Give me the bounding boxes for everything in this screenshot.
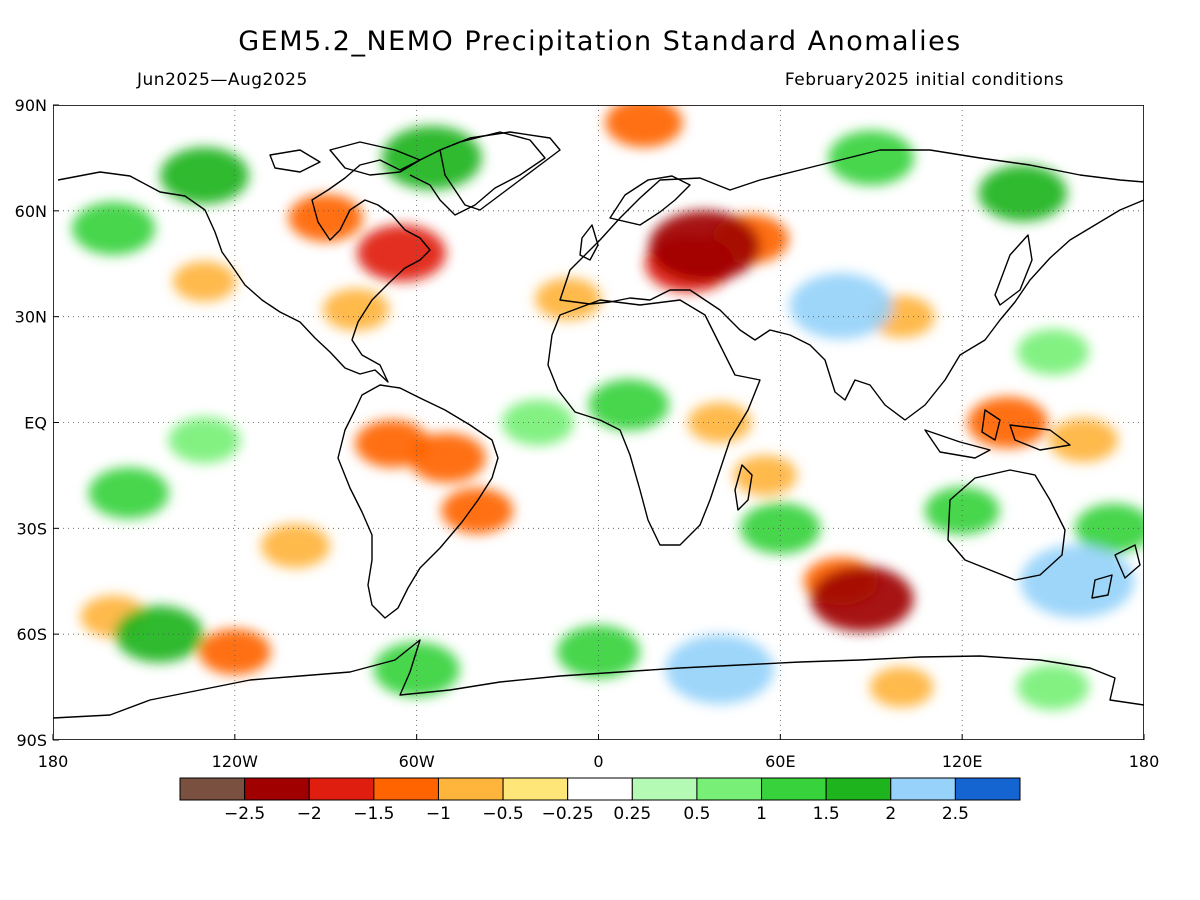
anomaly-region bbox=[1017, 664, 1090, 711]
legend-label: 0.25 bbox=[613, 804, 651, 824]
legend-label: 0.5 bbox=[683, 804, 710, 824]
legend-label: −1.5 bbox=[353, 804, 394, 824]
anomaly-region bbox=[198, 628, 271, 675]
legend-swatch bbox=[696, 777, 763, 801]
anomaly-region bbox=[687, 402, 752, 443]
anomaly-region bbox=[828, 130, 915, 186]
legend-label: −0.25 bbox=[542, 804, 594, 824]
y-tick-label: 90N bbox=[15, 96, 47, 115]
legend-swatch bbox=[502, 777, 569, 801]
initial-conditions: February2025 initial conditions bbox=[784, 70, 1064, 90]
anomaly-region bbox=[357, 224, 446, 282]
coastline-new-zealand bbox=[1091, 544, 1141, 599]
x-tick-label: 120W bbox=[212, 752, 259, 771]
legend-swatch bbox=[308, 777, 375, 801]
anomaly-region bbox=[1017, 328, 1090, 375]
gridlines bbox=[53, 105, 1144, 740]
legend-label: −2.5 bbox=[224, 804, 265, 824]
y-tick-label: 60S bbox=[16, 625, 47, 644]
anomaly-region bbox=[172, 261, 237, 302]
legend-label: −0.5 bbox=[482, 804, 523, 824]
anomaly-region bbox=[72, 201, 156, 256]
anomaly-region bbox=[665, 634, 774, 705]
y-tick-label: 60N bbox=[15, 202, 47, 221]
legend-swatch bbox=[954, 777, 1021, 801]
x-tick-label: 120E bbox=[942, 752, 983, 771]
coastline-eurasia bbox=[559, 149, 1144, 421]
anomaly-region bbox=[978, 164, 1068, 222]
anomaly-region bbox=[967, 396, 1048, 449]
coastline-australia bbox=[947, 469, 1066, 581]
legend-swatch bbox=[825, 777, 892, 801]
legend-label: 2.5 bbox=[942, 804, 969, 824]
coastline-greenland bbox=[439, 131, 561, 211]
y-tick-label: EQ bbox=[24, 414, 47, 433]
legend-swatch bbox=[437, 777, 504, 801]
coastline-antarctica bbox=[53, 639, 1144, 719]
legend-label: 1 bbox=[756, 804, 767, 824]
legend-swatch bbox=[244, 777, 310, 801]
anomaly-region bbox=[1048, 418, 1118, 463]
anomaly-region bbox=[441, 487, 514, 534]
map-title: GEM5.2_NEMO Precipitation Standard Anoma… bbox=[238, 26, 962, 57]
legend-label: −2 bbox=[297, 804, 322, 824]
y-tick-label: 30N bbox=[15, 308, 47, 327]
legend-swatch bbox=[890, 777, 956, 801]
anomaly-field bbox=[72, 105, 1144, 711]
legend-swatch bbox=[761, 777, 827, 801]
anomaly-region bbox=[789, 273, 893, 339]
legend-swatch bbox=[373, 777, 439, 801]
anomaly-region bbox=[160, 147, 249, 204]
anomaly-region bbox=[408, 432, 486, 483]
anomaly-region bbox=[288, 193, 364, 242]
coastline-british-isles bbox=[579, 224, 599, 261]
anomaly-region bbox=[114, 605, 204, 663]
color-legend: −2.5 −2 −1.5 −1 −0.5 −0.25 0.25 0.5 1 1.5 2 2.5 bbox=[179, 777, 1021, 824]
y-tick-label: 90S bbox=[16, 731, 47, 750]
coastline-africa bbox=[547, 299, 761, 546]
x-tick-label: 60W bbox=[399, 752, 435, 771]
coastline-scandinavia bbox=[609, 175, 691, 226]
anomaly-region bbox=[1074, 503, 1144, 554]
y-tick-label: 30S bbox=[16, 519, 47, 538]
anomaly-region bbox=[733, 455, 797, 496]
anomaly-region bbox=[373, 641, 460, 697]
x-tick-label: 60E bbox=[765, 752, 795, 771]
coastlines bbox=[53, 131, 1144, 719]
coastline-japan bbox=[994, 234, 1033, 306]
x-tick-label: 0 bbox=[593, 752, 603, 771]
coastline-south-america bbox=[337, 384, 499, 619]
legend-label: 2 bbox=[885, 804, 896, 824]
anomaly-region bbox=[740, 502, 821, 555]
anomaly-region bbox=[588, 379, 670, 431]
anomaly-region bbox=[810, 565, 914, 632]
anomaly-region bbox=[168, 417, 241, 464]
anomaly-region bbox=[605, 105, 683, 148]
coastline-arctic-islands bbox=[269, 141, 421, 176]
anomaly-region bbox=[556, 625, 641, 679]
anomaly-region bbox=[381, 125, 482, 190]
x-tick-label: 180 bbox=[1129, 752, 1160, 771]
anomaly-region bbox=[501, 399, 574, 446]
anomaly-region bbox=[88, 467, 169, 519]
anomaly-region bbox=[260, 523, 331, 569]
anomaly-region bbox=[648, 210, 761, 282]
coastline-madagascar bbox=[734, 464, 753, 511]
coastline-maritime-continent bbox=[924, 409, 1071, 459]
coastline-north-america bbox=[57, 131, 546, 383]
legend-swatch bbox=[567, 777, 633, 801]
axis-ticks: 180 120W 60W 0 60E 120E 180 90N 60N 30N EQ 30S 60S 90… bbox=[15, 96, 1160, 771]
legend-swatch bbox=[631, 777, 698, 801]
anomaly-region bbox=[869, 666, 934, 708]
legend-swatch bbox=[179, 777, 246, 801]
anomaly-region bbox=[534, 277, 602, 321]
anomaly-region bbox=[1020, 544, 1135, 618]
x-tick-label: 180 bbox=[38, 752, 69, 771]
anomaly-region bbox=[322, 288, 390, 331]
legend-label: 1.5 bbox=[813, 804, 840, 824]
forecast-period: Jun2025—Aug2025 bbox=[137, 70, 308, 90]
legend-label: −1 bbox=[426, 804, 451, 824]
